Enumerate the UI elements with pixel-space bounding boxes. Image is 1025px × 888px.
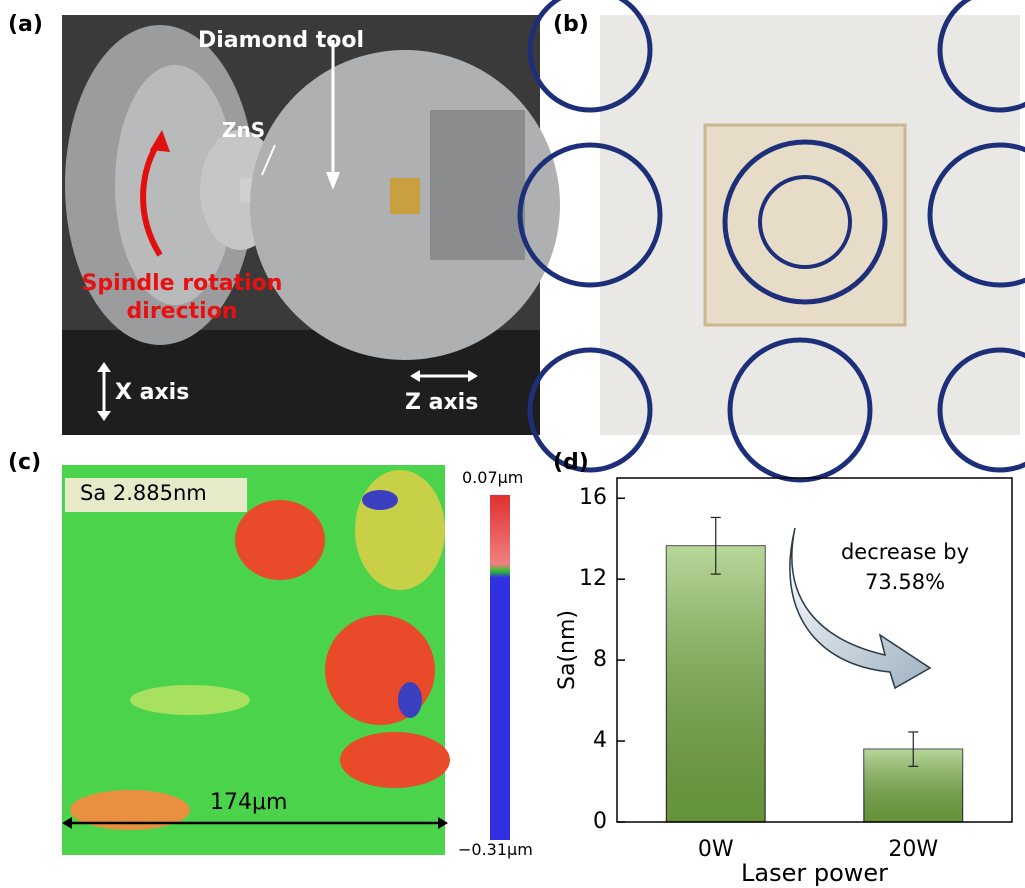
annotation: X axis [115,380,189,405]
figure: 0 4 8 12 16 0W 20WLaser power Sa(nm) (a) Diamon… [0,0,1025,888]
x-tick-label: 20W [888,837,938,862]
annotation: Z axis [405,390,478,415]
y-tick-label: 4 [593,728,607,753]
panel-label: (b) [553,12,589,37]
bar-shade [666,546,765,822]
annotation: 174μm [210,790,287,815]
x-tick-label: 0W [698,837,734,862]
y-tick-label: 16 [579,485,607,510]
scale-label: 0.07μm [462,468,523,487]
panel-label: (a) [8,12,43,37]
annotation: Diamond tool [198,28,364,53]
scale-label: −0.31μm [458,840,533,859]
y-tick-label: 8 [593,647,607,672]
annotation: decrease by 73.58% [815,537,995,597]
panel-label: (d) [553,450,589,475]
annotation: Spindle rotation direction [62,270,302,326]
figure-graphics: 0 4 8 12 16 0W 20WLaser power Sa(nm) [0,0,1025,888]
annotation: ZnS [222,118,265,142]
y-tick-label: 12 [579,566,607,591]
y-tick-label: 0 [593,809,607,834]
y-axis-title: Sa(nm) [555,610,580,690]
annotation: Sa 2.885nm [80,481,207,505]
photo-sample [520,0,1025,480]
x-axis-title: Laser power [741,859,888,887]
photo-machine [62,15,560,435]
panel-label: (c) [8,450,41,475]
